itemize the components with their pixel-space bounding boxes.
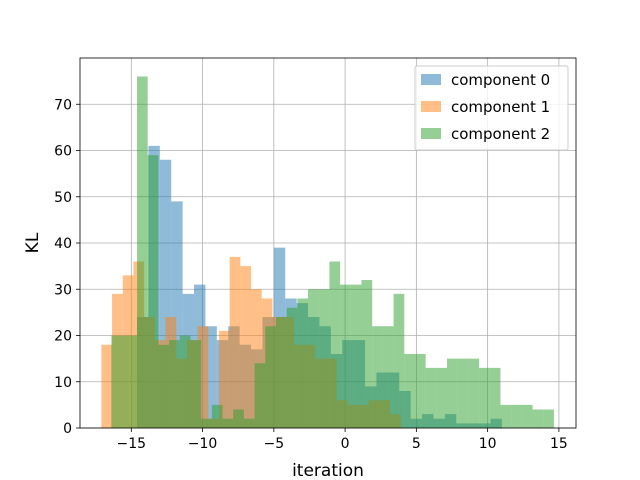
histogram-bar (489, 367, 501, 428)
y-tick-label: 40 (54, 236, 72, 252)
histogram-bar (350, 284, 362, 428)
x-axis-title: iteration (292, 461, 364, 480)
histogram-bar (201, 418, 212, 428)
histogram-bar (129, 335, 138, 428)
histogram-bar (158, 344, 170, 428)
histogram-bar (159, 159, 172, 428)
x-tick-label: 0 (341, 436, 350, 452)
histogram-bar (101, 344, 113, 428)
legend-swatch (421, 74, 441, 85)
y-tick-label: 30 (54, 282, 72, 298)
histogram-bar (240, 266, 252, 428)
x-tick-label: 10 (479, 436, 497, 452)
y-tick-label: 20 (54, 329, 72, 345)
histogram-bar (218, 330, 230, 428)
histogram-bar (205, 326, 217, 428)
histogram-bar (532, 409, 544, 428)
x-tick-label: 15 (550, 436, 568, 452)
histogram-bar (393, 293, 405, 428)
legend-box (414, 65, 569, 151)
histogram-bar (308, 289, 319, 428)
histogram-bar (190, 340, 202, 428)
x-tick-label: −5 (264, 436, 285, 452)
histogram-bar (318, 289, 330, 428)
histogram-bar (500, 404, 512, 428)
histogram-bar (297, 298, 309, 428)
histogram-bar (179, 335, 191, 428)
x-tick-label: −10 (188, 436, 218, 452)
histogram-bar (251, 289, 262, 428)
legend-label: component 0 (451, 71, 550, 89)
histogram-bar (171, 201, 183, 428)
histogram-bar (543, 409, 554, 428)
histogram-bar (111, 335, 130, 428)
histogram-bar (404, 354, 415, 428)
histogram-bar (286, 307, 298, 428)
legend-swatch (421, 101, 441, 112)
histogram-bar (511, 404, 522, 428)
y-tick-label: 60 (54, 144, 72, 160)
histogram-bar (169, 340, 180, 428)
histogram-bar (447, 358, 458, 428)
bars-layer (101, 76, 554, 428)
histogram-bar (372, 326, 383, 428)
histogram-bar (137, 76, 148, 428)
legend-label: component 2 (451, 125, 550, 143)
y-tick-label: 10 (54, 375, 72, 391)
histogram-bar (468, 358, 480, 428)
histogram-bar (243, 418, 255, 428)
histogram-bar (414, 354, 426, 428)
legend-label: component 1 (451, 98, 550, 116)
histogram-bar (275, 317, 287, 428)
histogram-bar (197, 326, 209, 428)
histogram-bar (361, 280, 373, 428)
y-axis-title: KL (23, 232, 43, 253)
histogram-bar (521, 404, 533, 428)
legend: component 0 component 1 component 2 (414, 65, 569, 151)
histogram-bar (329, 261, 341, 428)
histogram-bar (340, 284, 351, 428)
y-tick-label: 50 (54, 190, 72, 206)
x-tick-label: 5 (412, 436, 421, 452)
series-2 (111, 76, 554, 428)
y-tick-label: 70 (54, 97, 72, 113)
histogram-bar (254, 363, 266, 428)
histogram-bar (479, 367, 490, 428)
histogram-bar (233, 409, 244, 428)
histogram-bar (211, 404, 223, 428)
histogram-bar (222, 418, 234, 428)
histogram-bar (457, 358, 469, 428)
histogram-bar (436, 367, 448, 428)
axis-ticks: −15 −10 −5 0 5 10 15 0 10 20 30 40 50 60 70 (54, 97, 568, 452)
histogram-bar (147, 155, 159, 428)
x-tick-label: −15 (117, 436, 147, 452)
y-tick-label: 0 (63, 421, 72, 437)
histogram-bar (382, 326, 394, 428)
histogram-bar (229, 256, 241, 428)
histogram-bar (265, 326, 276, 428)
legend-swatch (421, 128, 441, 139)
histogram-bar (425, 367, 437, 428)
